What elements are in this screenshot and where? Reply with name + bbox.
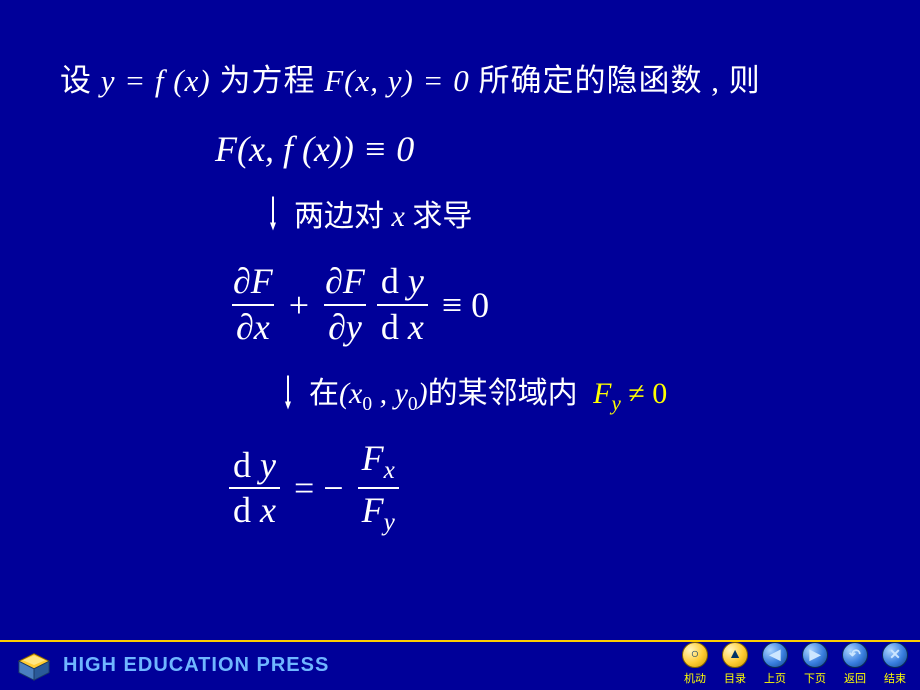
plus-sign: + bbox=[289, 284, 309, 326]
fraction: Fx Fy bbox=[358, 439, 399, 537]
nav-button[interactable]: ○ bbox=[682, 642, 708, 668]
nav-label: 上页 bbox=[764, 670, 786, 686]
identity-equation: F(x, f (x)) ≡ 0 bbox=[215, 128, 860, 170]
chain-rule-equation: ∂F ∂x + ∂F ∂y d y d x ≡ 0 bbox=[225, 262, 860, 347]
nav-item-下页: ▶ 下页 bbox=[802, 642, 828, 686]
nav-label: 结束 bbox=[884, 670, 906, 686]
step-arrow-1: 两边对 x 求导 bbox=[270, 182, 860, 244]
nav-item-目录: ▲ 目录 bbox=[722, 642, 748, 686]
step-label: 两边对 x 求导 bbox=[294, 191, 472, 235]
book-icon bbox=[15, 648, 53, 682]
logo-text: HIGH EDUCATION PRESS bbox=[63, 654, 329, 677]
footer: HIGH EDUCATION PRESS ○ 机动 ▲ 目录 ◀ 上页 ▶ 下页 ↶ 返回 ✕ 结束 bbox=[0, 630, 920, 690]
slide-content: 设 y = f (x) 为方程 F(x, y) = 0 所确定的隐函数 , 则 … bbox=[0, 0, 920, 537]
nav-item-机动: ○ 机动 bbox=[682, 642, 708, 686]
fraction: ∂F ∂x bbox=[229, 262, 277, 347]
nav-item-结束: ✕ 结束 bbox=[882, 642, 908, 686]
text-part: 所确定的隐函数 , 则 bbox=[470, 63, 761, 98]
step-arrow-2: 在(x0 , y0)的某邻域内 Fy ≠ 0 bbox=[285, 361, 860, 423]
fraction: ∂F ∂y bbox=[321, 262, 369, 347]
nav-button[interactable]: ◀ bbox=[762, 642, 788, 668]
condition: Fy ≠ 0 bbox=[593, 377, 667, 410]
nav-item-返回: ↶ 返回 bbox=[842, 642, 868, 686]
nav-button[interactable]: ▶ bbox=[802, 642, 828, 668]
nav-label: 下页 bbox=[804, 670, 826, 686]
nav-label: 目录 bbox=[724, 670, 746, 686]
publisher-logo: HIGH EDUCATION PRESS bbox=[15, 648, 329, 682]
nav-button[interactable]: ↶ bbox=[842, 642, 868, 668]
math-expr: F(x, y) = 0 bbox=[324, 63, 470, 98]
nav-label: 返回 bbox=[844, 670, 866, 686]
nav-label: 机动 bbox=[684, 670, 706, 686]
math-expr: F(x, f (x)) ≡ 0 bbox=[215, 129, 414, 169]
premise-line: 设 y = f (x) 为方程 F(x, y) = 0 所确定的隐函数 , 则 bbox=[60, 55, 860, 100]
math-expr: y = f (x) bbox=[101, 63, 211, 98]
fraction: d y d x bbox=[377, 262, 428, 347]
down-arrow-icon bbox=[285, 361, 291, 423]
nav-button[interactable]: ▲ bbox=[722, 642, 748, 668]
nav-button[interactable]: ✕ bbox=[882, 642, 908, 668]
step-label: 在(x0 , y0)的某邻域内 Fy ≠ 0 bbox=[309, 368, 667, 416]
text-part: 设 bbox=[60, 63, 101, 98]
down-arrow-icon bbox=[270, 182, 276, 244]
result-equation: d y d x = − Fx Fy bbox=[225, 439, 860, 537]
equals-neg: = − bbox=[294, 467, 344, 509]
equals-zero: ≡ 0 bbox=[442, 284, 489, 326]
fraction: d y d x bbox=[229, 446, 280, 531]
text-part: 为方程 bbox=[211, 63, 325, 98]
nav-item-上页: ◀ 上页 bbox=[762, 642, 788, 686]
nav-bar: ○ 机动 ▲ 目录 ◀ 上页 ▶ 下页 ↶ 返回 ✕ 结束 bbox=[682, 642, 908, 686]
